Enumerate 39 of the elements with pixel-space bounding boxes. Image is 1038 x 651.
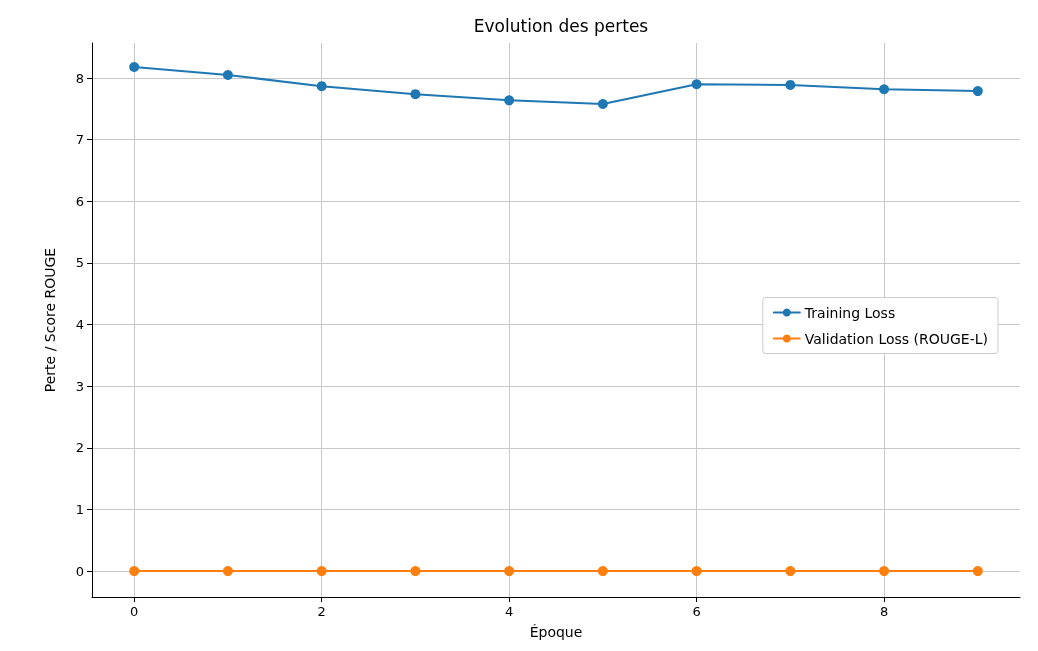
- point: [691, 79, 702, 90]
- x-tick-label: 2: [317, 604, 326, 619]
- point: [879, 566, 890, 577]
- point: [785, 566, 796, 577]
- y-tick-label: 8: [75, 70, 84, 86]
- point: [316, 566, 327, 577]
- y-axis-title: Perte / Score ROUGE: [42, 247, 58, 393]
- point: [785, 79, 796, 90]
- point: [972, 86, 983, 97]
- point: [597, 99, 608, 109]
- point: [222, 70, 233, 81]
- legend-label: Training Loss: [803, 304, 896, 321]
- x-tick-label: 4: [504, 604, 514, 619]
- y-tick-label: 3: [75, 378, 84, 394]
- point: [972, 566, 983, 577]
- legend-label: Validation Loss (ROUGE-L): [804, 330, 988, 347]
- point: [504, 566, 515, 577]
- y-tick-label: 6: [75, 193, 84, 209]
- point: [879, 84, 890, 95]
- point: [504, 95, 515, 106]
- x-tick-label: 6: [692, 604, 701, 619]
- point: [129, 62, 140, 73]
- chart-title: Evolution des pertes: [473, 15, 649, 36]
- point: [129, 566, 140, 577]
- point: [410, 566, 421, 577]
- y-tick-label: 0: [75, 563, 84, 579]
- y-tick-label: 1: [75, 501, 84, 517]
- point: [410, 89, 421, 100]
- point: [316, 81, 327, 92]
- point: [222, 566, 233, 577]
- point: [597, 566, 608, 577]
- x-tick-label: 0: [130, 604, 139, 619]
- y-tick-label: 5: [75, 255, 84, 271]
- y-tick-label: 4: [75, 317, 84, 333]
- x-axis-title: Époque: [529, 624, 583, 640]
- x-tick-label: 8: [879, 604, 889, 619]
- y-tick-label: 7: [75, 132, 84, 148]
- y-tick-label: 2: [75, 440, 84, 456]
- point: [691, 566, 702, 577]
